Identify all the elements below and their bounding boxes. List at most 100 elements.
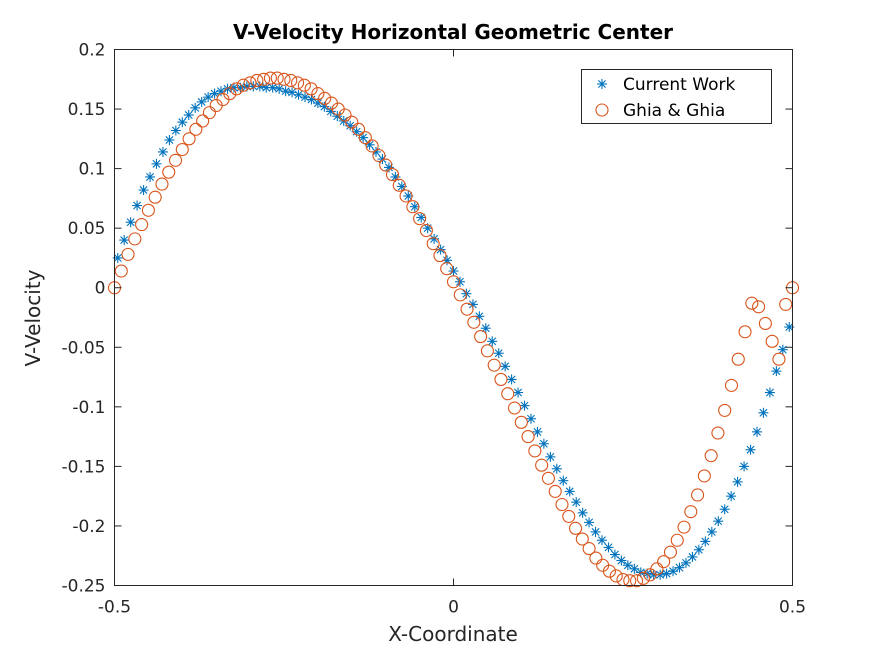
ghia-ghia-point xyxy=(148,190,162,204)
ghia-ghia-point xyxy=(568,521,583,535)
current-work-point xyxy=(170,125,181,136)
ghia-ghia-point xyxy=(399,189,413,203)
ghia-ghia-point xyxy=(223,87,237,101)
current-work-point xyxy=(719,504,730,515)
ghia-ghia-point xyxy=(528,444,542,458)
current-work-point xyxy=(448,266,459,277)
ghia-ghia-point xyxy=(724,378,739,392)
current-work-point xyxy=(551,463,562,474)
current-work-point xyxy=(745,444,756,455)
current-work-point xyxy=(267,82,278,93)
y-tick-label: 0.1 xyxy=(78,160,105,180)
ghia-ghia-point xyxy=(460,302,474,316)
ghia-ghia-point xyxy=(338,108,352,122)
ghia-ghia-point xyxy=(453,288,467,302)
ghia-ghia-point xyxy=(758,316,772,331)
ghia-ghia-point xyxy=(630,574,644,588)
current-work-point xyxy=(764,387,775,398)
series-ghia-ghia xyxy=(107,71,800,588)
legend-box xyxy=(581,69,772,124)
y-axis-label: V-Velocity xyxy=(21,269,45,366)
ghia-ghia-point xyxy=(257,72,271,86)
ghia-ghia-point xyxy=(236,78,250,92)
current-work-point xyxy=(525,413,536,424)
ghia-ghia-point xyxy=(392,178,406,192)
y-tick-label: -0.2 xyxy=(72,517,105,537)
ghia-ghia-point xyxy=(772,352,786,366)
ghia-ghia-point xyxy=(684,505,698,519)
current-work-point xyxy=(151,158,162,169)
ghia-ghia-point xyxy=(270,71,284,85)
ghia-ghia-point xyxy=(304,82,318,96)
ghia-ghia-point xyxy=(562,509,576,523)
ghia-ghia-point xyxy=(602,564,616,578)
ghia-ghia-point xyxy=(345,115,359,129)
legend-circle-icon xyxy=(595,103,609,117)
current-work-point xyxy=(164,135,175,146)
ghia-ghia-point xyxy=(745,296,759,310)
current-work-point xyxy=(506,374,517,385)
legend-marker-current-work xyxy=(597,79,607,89)
current-work-point xyxy=(571,497,582,508)
current-work-point xyxy=(777,344,788,355)
ghia-ghia-point xyxy=(501,387,515,401)
ghia-ghia-point xyxy=(691,488,705,502)
ghia-ghia-point xyxy=(480,344,494,358)
ghia-ghia-point xyxy=(182,132,196,146)
current-work-point xyxy=(706,526,717,537)
ghia-ghia-point xyxy=(175,143,189,157)
current-work-point xyxy=(680,557,691,568)
ghia-ghia-point xyxy=(752,300,766,314)
current-work-point xyxy=(125,217,136,228)
current-work-point xyxy=(409,201,420,212)
ghia-ghia-point xyxy=(297,78,311,92)
ghia-ghia-point xyxy=(114,264,128,278)
ghia-ghia-point xyxy=(670,533,684,547)
current-work-point xyxy=(293,89,304,100)
y-tick-label: -0.1 xyxy=(72,398,105,418)
current-work-point xyxy=(609,549,620,560)
current-work-point xyxy=(616,555,627,566)
current-work-point xyxy=(603,542,614,553)
ghia-ghia-point xyxy=(243,76,257,90)
x-tick-label: 0.5 xyxy=(779,598,806,618)
ghia-ghia-point xyxy=(514,415,528,429)
current-work-point xyxy=(771,366,782,377)
ghia-ghia-point xyxy=(589,551,603,565)
current-work-point xyxy=(145,171,156,182)
current-work-point xyxy=(519,400,530,411)
current-work-point xyxy=(132,200,143,211)
current-work-point xyxy=(119,235,130,246)
ghia-ghia-point xyxy=(135,218,149,232)
ghia-ghia-point xyxy=(352,122,366,136)
x-tick-label: -0.5 xyxy=(98,598,131,618)
ghia-ghia-point xyxy=(697,469,711,483)
ghia-ghia-point xyxy=(433,249,447,263)
current-work-point xyxy=(739,461,750,472)
legend-label-current-work: Current Work xyxy=(623,75,735,95)
ghia-ghia-point xyxy=(548,484,562,498)
ghia-ghia-point xyxy=(413,212,427,226)
ghia-ghia-point xyxy=(365,139,379,153)
ghia-ghia-point xyxy=(704,449,718,463)
ghia-ghia-point xyxy=(521,430,535,444)
y-tick-label: -0.25 xyxy=(62,577,106,597)
current-work-point xyxy=(674,562,685,573)
ghia-ghia-point xyxy=(291,76,305,90)
ghia-ghia-point xyxy=(575,532,589,546)
current-work-point xyxy=(183,110,194,121)
ghia-ghia-point xyxy=(379,158,393,172)
current-work-point xyxy=(196,96,207,107)
current-work-point xyxy=(280,86,291,97)
y-tick-label: 0.2 xyxy=(78,41,105,61)
ghia-ghia-point xyxy=(318,91,332,105)
y-tick-label: -0.05 xyxy=(62,338,106,358)
ghia-ghia-point xyxy=(718,403,732,417)
current-work-point xyxy=(655,569,666,580)
current-work-point xyxy=(577,507,588,518)
current-work-point xyxy=(622,560,633,571)
current-work-point xyxy=(558,475,569,486)
chart-title: V-Velocity Horizontal Geometric Center xyxy=(233,20,673,44)
current-work-point xyxy=(532,426,543,437)
